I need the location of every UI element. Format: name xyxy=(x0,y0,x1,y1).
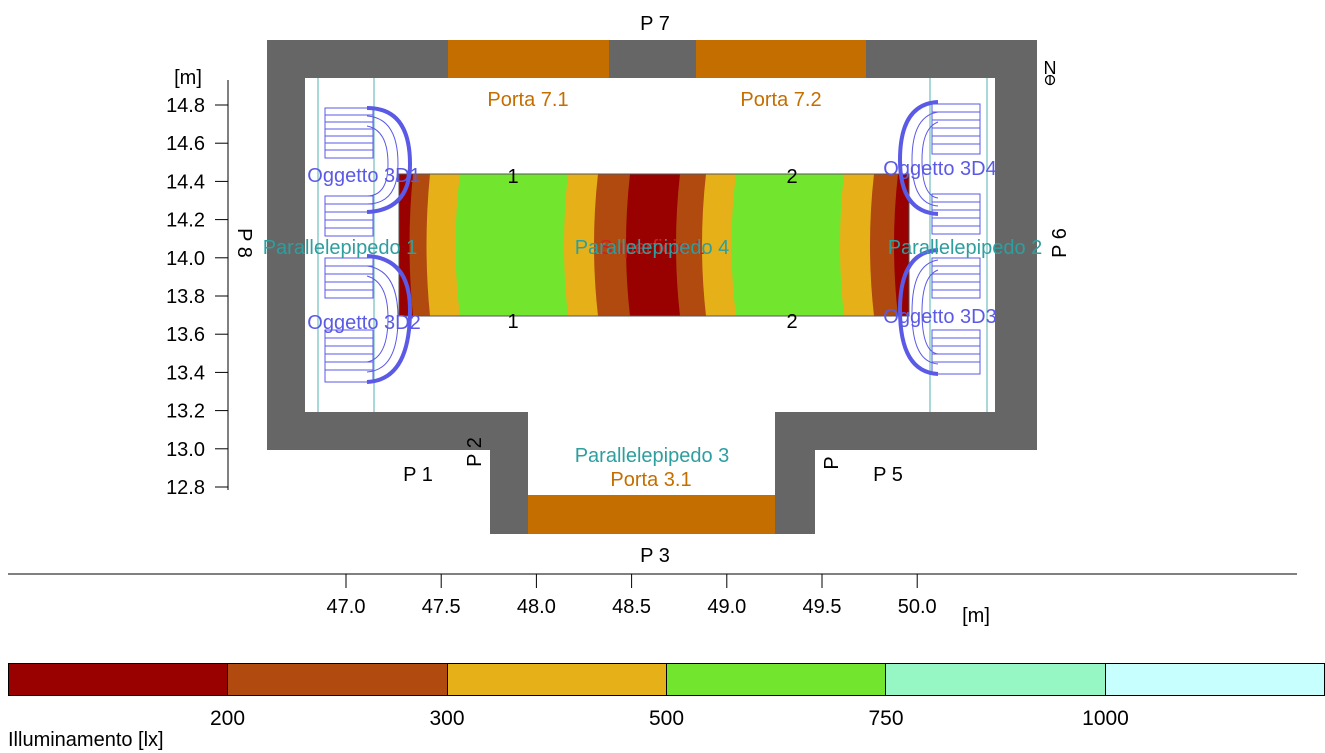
door-3-1 xyxy=(528,495,775,534)
illuminance-legend xyxy=(8,663,1325,696)
y-tick-label: 14.8 xyxy=(166,95,205,117)
x-tick-label: 49.5 xyxy=(803,596,842,618)
object-3d-2-shape xyxy=(324,254,413,384)
legend-tick-label: 200 xyxy=(209,707,246,730)
door-7-1 xyxy=(448,40,609,78)
y-tick-label: 14.2 xyxy=(166,210,205,232)
y-tick-label: 13.6 xyxy=(166,324,205,346)
room-alcove xyxy=(528,405,775,495)
wall-label-south-east: P 5 xyxy=(873,464,903,486)
wall-label-south-west: P 1 xyxy=(403,464,433,486)
legend-tick-label: 500 xyxy=(648,707,685,730)
legend-color-cell xyxy=(665,663,886,696)
x-tick-label: 47.5 xyxy=(422,596,461,618)
y-axis-unit: [m] xyxy=(174,67,202,89)
object-label-3d-3: Oggetto 3D3 xyxy=(883,306,996,328)
legend-color-cell xyxy=(1104,663,1325,696)
object-label-parallelepiped-3: Parallelepipedo 3 xyxy=(575,445,730,467)
north-arrow-icon: N xyxy=(1044,58,1057,86)
floor-plan: P 7 P 3 P 1 P 5 P 8 P 6 P 2 P N Porta 7.… xyxy=(8,13,1297,627)
legend-color-cell xyxy=(446,663,666,696)
y-tick-label: 14.6 xyxy=(166,133,205,155)
wall-label-west: P 8 xyxy=(233,228,255,258)
parallelepiped-edges xyxy=(317,78,988,412)
surface-label-1: Superficie 1 xyxy=(599,237,705,259)
y-tick-label: 12.8 xyxy=(166,477,205,499)
x-tick-label: 49.0 xyxy=(707,596,746,618)
object-label-3d-4: Oggetto 3D4 xyxy=(883,158,996,180)
x-tick-label: 47.0 xyxy=(327,596,366,618)
door-7-2 xyxy=(696,40,866,78)
y-axis: [m] 14.8 14.6 14.4 14.2 14.0 13.8 13.6 13.4 13.2… xyxy=(166,67,229,499)
door-label-7-1: Porta 7.1 xyxy=(487,89,568,111)
x-tick-label: 48.0 xyxy=(517,596,556,618)
object-3d-3-shape xyxy=(897,248,981,376)
x-axis-unit: [m] xyxy=(962,605,990,627)
surface-marker: 2 xyxy=(786,166,797,188)
surface-marker: 1 xyxy=(507,311,518,333)
legend-tick-label: 1000 xyxy=(1082,707,1129,730)
wall-label-east: P 6 xyxy=(1049,228,1071,258)
object-3d-4-shape xyxy=(897,100,981,235)
surface-marker: 1 xyxy=(507,166,518,188)
door-label-7-2: Porta 7.2 xyxy=(740,89,821,111)
legend-color-cell xyxy=(885,663,1105,696)
y-tick-label: 13.8 xyxy=(166,286,205,308)
legend-tick-label: 300 xyxy=(429,707,465,730)
legend-color-cell xyxy=(8,663,228,696)
object-3d-1-shape xyxy=(324,106,413,237)
surface-marker: 2 xyxy=(786,311,797,333)
x-tick-label: 50.0 xyxy=(898,596,937,618)
x-tick-label: 48.5 xyxy=(612,596,651,618)
wall-label-north: P 7 xyxy=(640,13,670,35)
north-symbol: N xyxy=(1044,58,1057,78)
object-label-parallelepiped-1: Parallelepipedo 1 xyxy=(263,237,418,259)
object-label-3d-2: Oggetto 3D2 xyxy=(307,312,420,334)
wall-label-south-east-inner: P xyxy=(821,456,843,469)
illuminance-map xyxy=(398,173,910,317)
y-tick-label: 14.0 xyxy=(166,248,205,270)
object-label-parallelepiped-2: Parallelepipedo 2 xyxy=(888,237,1043,259)
wall-label-south-west-inner: P 2 xyxy=(464,437,486,467)
legend-title: Illuminamento [lx] xyxy=(8,729,164,751)
object-label-parallelepiped-4: Parallelepipedo 4 xyxy=(575,237,730,259)
x-axis: [m] 47.0 47.5 48.0 48.5 49.0 49.5 50.0 xyxy=(8,573,1297,627)
y-tick-label: 14.4 xyxy=(166,171,205,193)
door-label-3-1: Porta 3.1 xyxy=(610,469,691,491)
legend-tick-label: 750 xyxy=(868,707,904,730)
y-tick-label: 13.2 xyxy=(166,401,205,423)
object-label-3d-1: Oggetto 3D1 xyxy=(307,165,420,187)
y-tick-label: 13.4 xyxy=(166,362,205,384)
legend-color-cell xyxy=(227,663,447,696)
y-tick-label: 13.0 xyxy=(166,439,205,461)
wall-label-south: P 3 xyxy=(640,545,670,567)
